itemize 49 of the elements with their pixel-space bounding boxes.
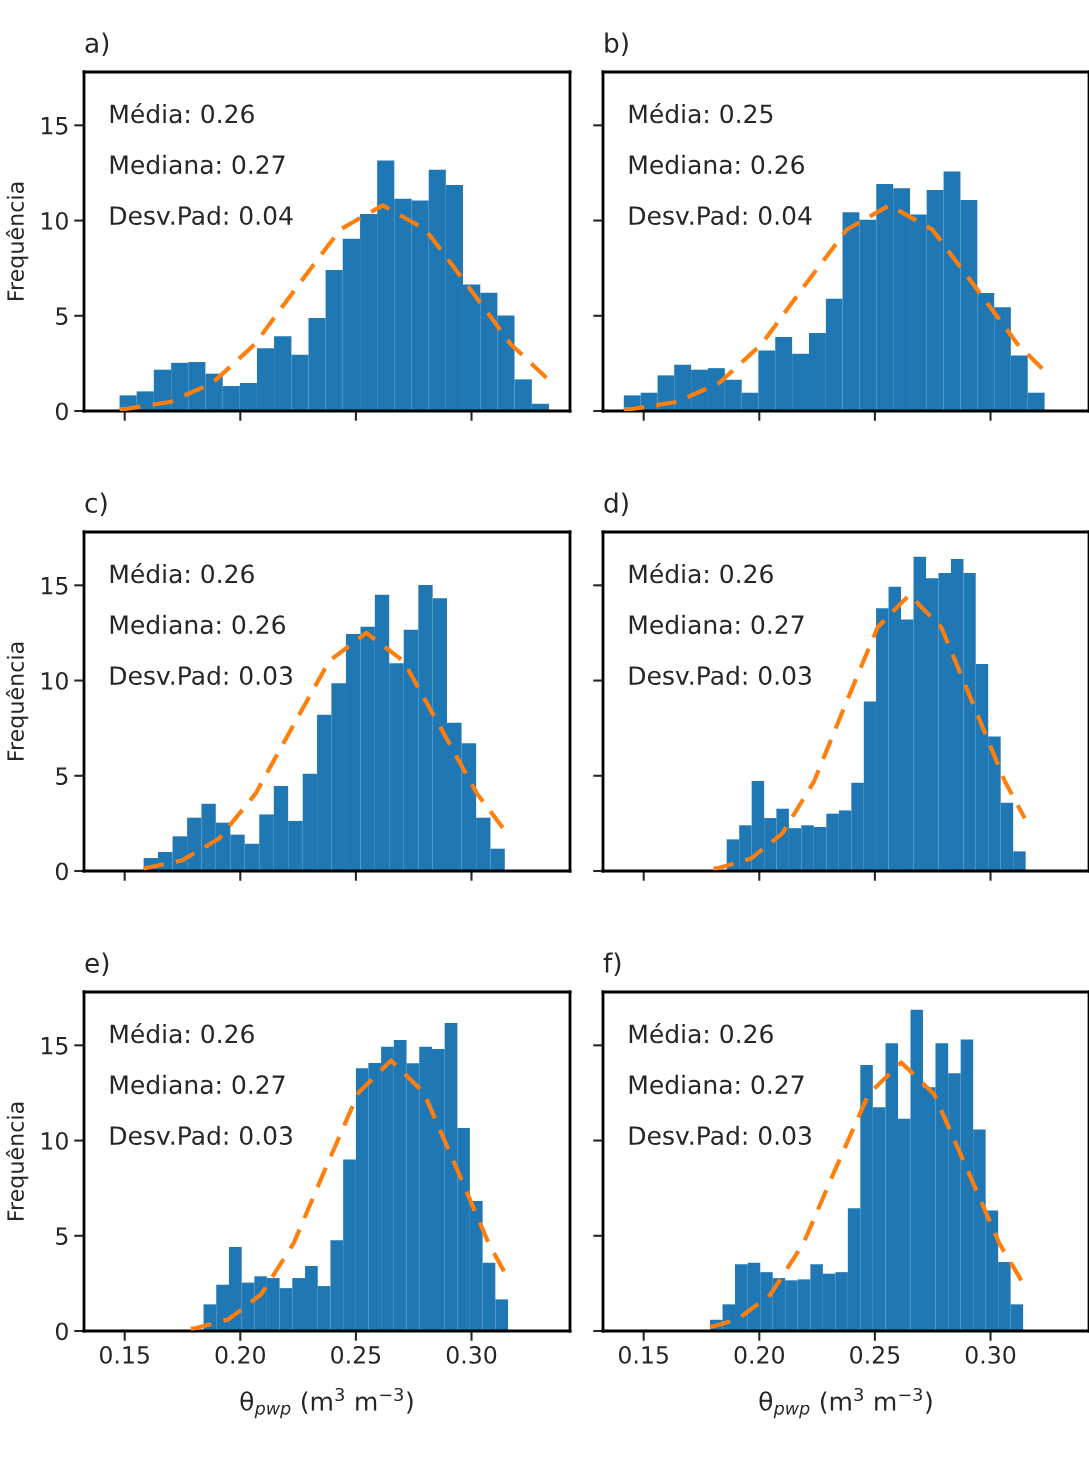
- annotation: Desv.Pad: 0.03: [110, 665, 292, 686]
- annotation: Desv.Pad: 0.04: [110, 205, 293, 226]
- chart-title: c): [85, 492, 107, 517]
- x-axis-title: θ$_{pwp}$ (m$^{3}$ m$^{−3}$): [240, 1387, 413, 1419]
- y-tick-label: 5: [56, 307, 68, 326]
- y-axis-title: Frequência: [5, 182, 29, 301]
- annotation: Mediana: 0.26: [110, 614, 286, 635]
- y-tick-label: 0: [55, 862, 68, 881]
- annotation: Média: 0.26: [110, 102, 254, 124]
- chart-title: a): [85, 32, 109, 57]
- annotation: Média: 0.26: [629, 1022, 773, 1044]
- y-tick-label: 5: [56, 767, 68, 786]
- y-tick-label: 0: [55, 402, 68, 421]
- annotation: Média: 0.26: [629, 562, 773, 584]
- y-tick-label: 5: [56, 1227, 68, 1246]
- x-tick-label: 0.15: [618, 1346, 668, 1364]
- annotation: Média: 0.25: [629, 102, 773, 124]
- x-tick-label: 0.20: [734, 1346, 785, 1364]
- y-axis-title: Frequência: [5, 642, 29, 761]
- annotation: Mediana: 0.27: [110, 154, 285, 175]
- annotation: Desv.Pad: 0.04: [629, 205, 812, 226]
- y-tick-label: 15: [41, 117, 68, 135]
- annotation: Média: 0.26: [110, 1022, 254, 1044]
- x-tick-label: 0.30: [446, 1346, 497, 1364]
- chart-title: e): [85, 952, 109, 977]
- annotation: Mediana: 0.27: [110, 1074, 285, 1095]
- annotation: Mediana: 0.27: [629, 1074, 804, 1095]
- y-axis-title: Frequência: [5, 1102, 29, 1221]
- annotation: Mediana: 0.27: [629, 614, 804, 635]
- y-tick-label: 10: [41, 672, 68, 690]
- chart-title: f): [603, 952, 621, 977]
- x-tick-label: 0.25: [850, 1346, 900, 1364]
- chart-title: d): [604, 492, 628, 517]
- y-tick-label: 10: [41, 1132, 68, 1150]
- annotation: Desv.Pad: 0.03: [629, 1125, 811, 1146]
- annotation: Média: 0.26: [110, 562, 254, 584]
- x-tick-label: 0.30: [965, 1346, 1016, 1364]
- annotation: Desv.Pad: 0.03: [629, 665, 811, 686]
- chart-title: b): [605, 32, 628, 57]
- x-tick-label: 0.15: [99, 1346, 149, 1364]
- x-tick-label: 0.25: [331, 1346, 381, 1364]
- y-tick-label: 0: [55, 1322, 68, 1341]
- y-tick-label: 10: [41, 212, 68, 230]
- x-tick-label: 0.20: [215, 1346, 266, 1364]
- x-axis-title: θ$_{pwp}$ (m$^{3}$ m$^{−3}$): [759, 1387, 932, 1419]
- annotation: Desv.Pad: 0.03: [110, 1125, 292, 1146]
- y-tick-label: 15: [41, 577, 68, 595]
- y-tick-label: 15: [41, 1037, 68, 1055]
- annotation: Mediana: 0.26: [629, 154, 805, 175]
